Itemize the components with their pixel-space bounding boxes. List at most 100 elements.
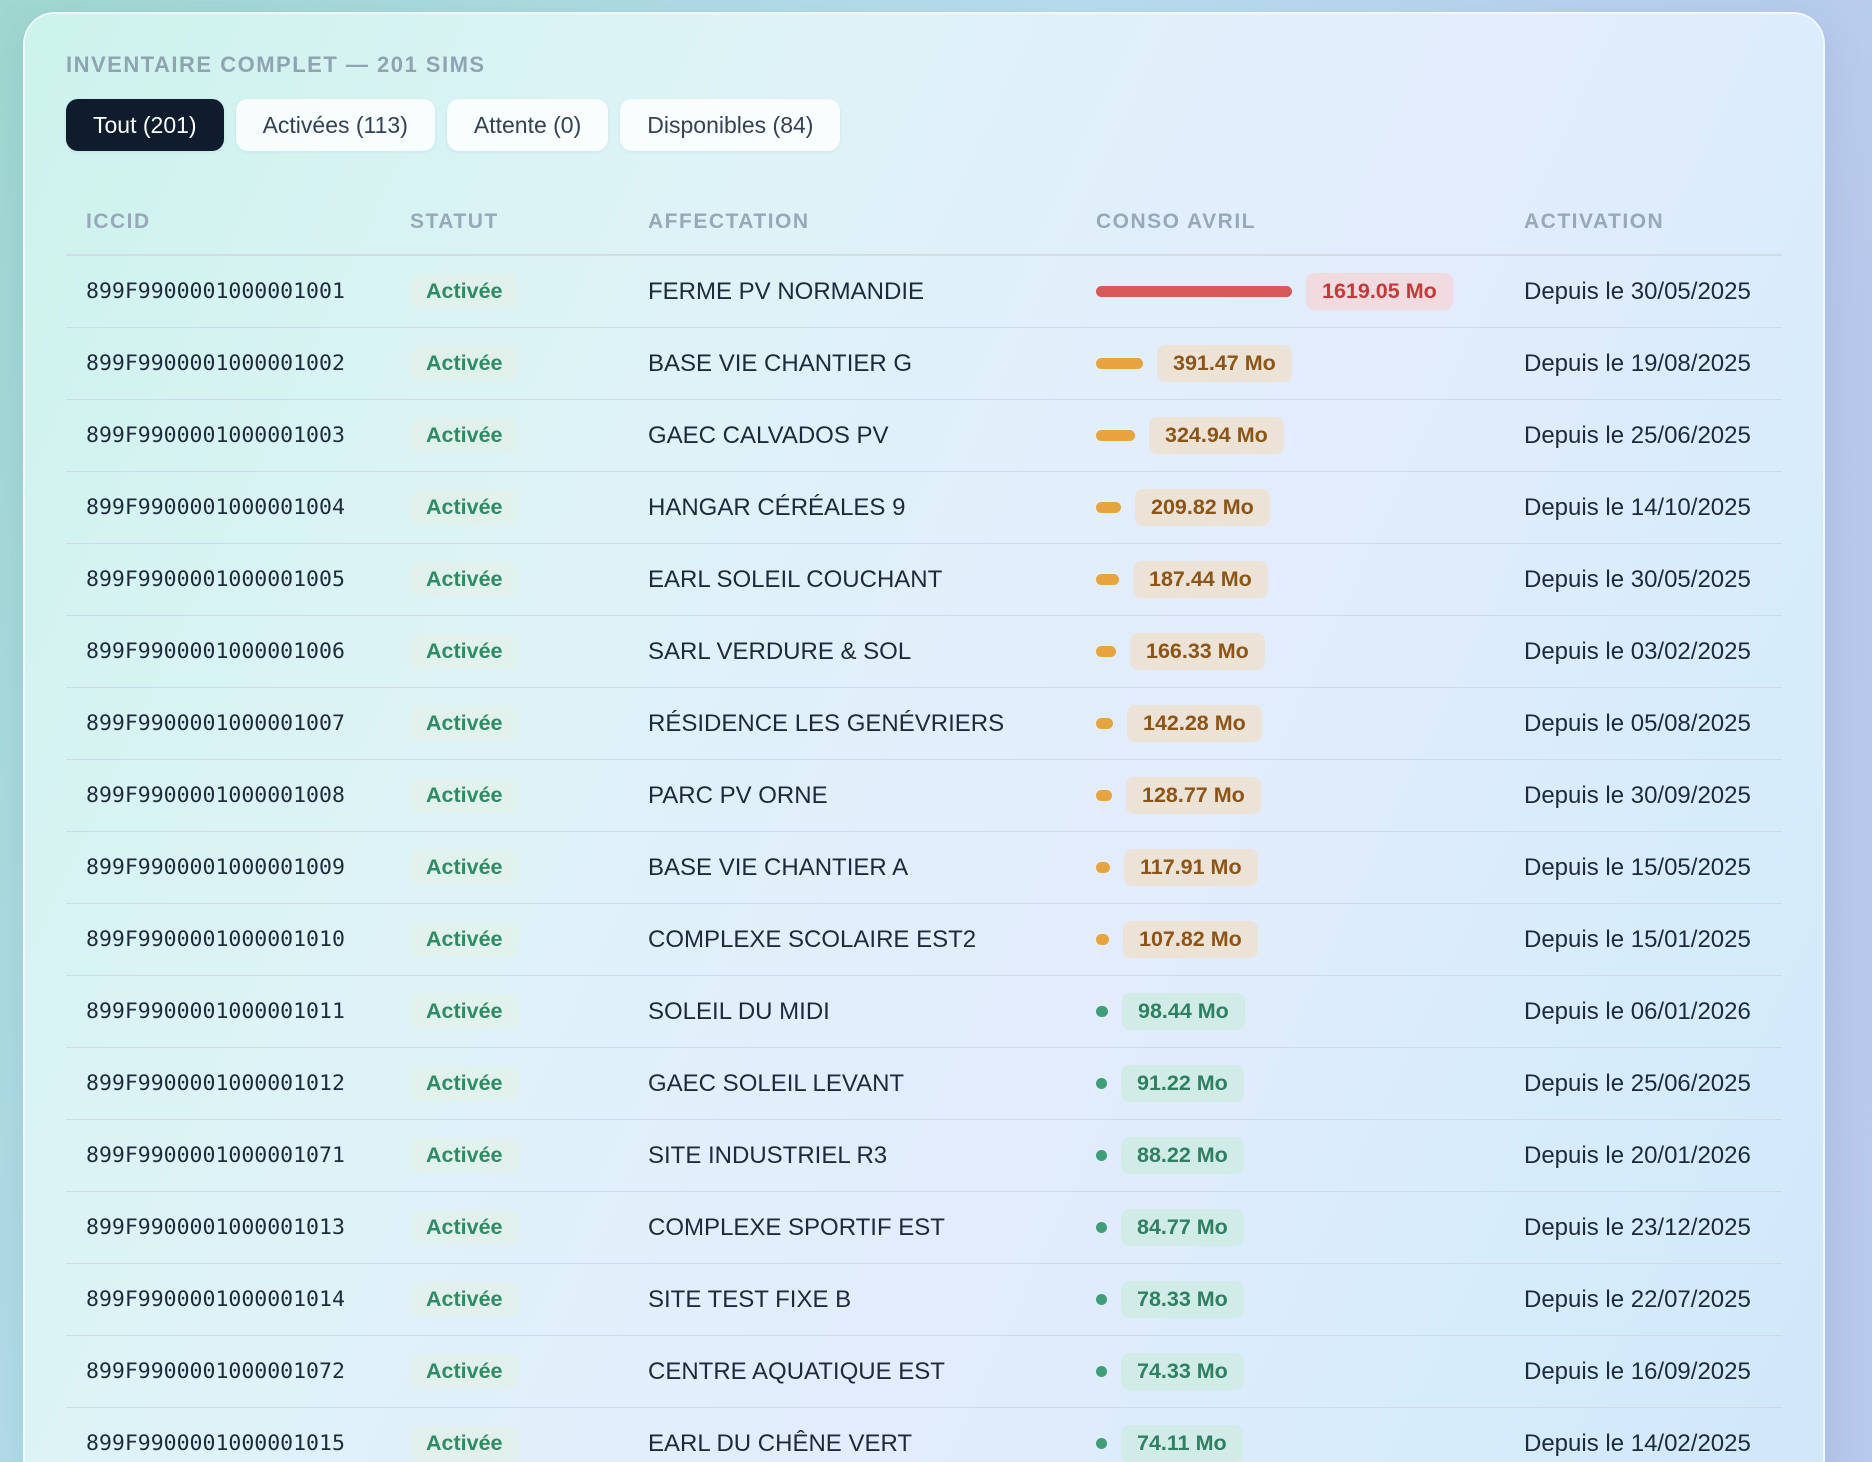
usage-badge: 88.22 Mo (1121, 1137, 1244, 1174)
affectation-cell: BASE VIE CHANTIER A (648, 853, 909, 881)
usage-badge: 391.47 Mo (1157, 345, 1292, 382)
status-cell: Activée (410, 1336, 519, 1407)
conso-cell: 187.44 Mo (1096, 544, 1268, 615)
status-badge: Activée (410, 922, 519, 957)
usage-badge: 209.82 Mo (1135, 489, 1270, 526)
status-badge: Activée (410, 490, 519, 525)
table-row[interactable]: 899F9900001000001008 Activée PARC PV ORNE 1… (66, 760, 1782, 832)
usage-badge: 98.44 Mo (1122, 993, 1245, 1030)
affectation-cell: SARL VERDURE & SOL (648, 637, 912, 665)
column-header-activation[interactable]: ACTIVATION (1524, 210, 1665, 233)
table-row[interactable]: 899F9900001000001014 Activée SITE TEST FIX… (66, 1264, 1782, 1336)
activation-cell: Depuis le 20/01/2026 (1524, 1141, 1751, 1169)
activation-cell: Depuis le 06/01/2026 (1524, 997, 1751, 1025)
table-row[interactable]: 899F9900001000001012 Activée GAEC SOLEIL L… (66, 1048, 1782, 1120)
table-row[interactable]: 899F9900001000001004 Activée HANGAR CÉRÉAL… (66, 472, 1782, 544)
table-row[interactable]: 899F9900001000001009 Activée BASE VIE CHAN… (66, 832, 1782, 904)
activation-cell: Depuis le 16/09/2025 (1524, 1357, 1751, 1385)
status-cell: Activée (410, 904, 519, 975)
table-body: 899F9900001000001001 Activée FERME PV NORM… (66, 256, 1782, 1462)
status-cell: Activée (410, 616, 519, 687)
status-badge: Activée (410, 706, 519, 741)
activation-cell: Depuis le 30/05/2025 (1524, 277, 1751, 305)
table-row[interactable]: 899F9900001000001013 Activée COMPLEXE SPOR… (66, 1192, 1782, 1264)
conso-cell: 166.33 Mo (1096, 616, 1265, 687)
iccid-cell: 899F9900001000001010 (86, 927, 345, 952)
usage-bar (1096, 574, 1119, 585)
status-cell: Activée (410, 1408, 519, 1462)
usage-bar (1096, 430, 1135, 441)
iccid-cell: 899F9900001000001003 (86, 423, 345, 448)
iccid-cell: 899F9900001000001013 (86, 1215, 345, 1240)
status-badge: Activée (410, 418, 519, 453)
iccid-cell: 899F9900001000001005 (86, 567, 345, 592)
table-row[interactable]: 899F9900001000001007 Activée RÉSIDENCE LES… (66, 688, 1782, 760)
column-header-affectation[interactable]: AFFECTATION (648, 210, 810, 233)
status-cell: Activée (410, 400, 519, 471)
iccid-cell: 899F9900001000001006 (86, 639, 345, 664)
affectation-cell: EARL DU CHÊNE VERT (648, 1429, 913, 1457)
status-badge: Activée (410, 778, 519, 813)
filter-tabs: Tout (201) Activées (113) Attente (0) Di… (66, 99, 841, 151)
status-cell: Activée (410, 328, 519, 399)
usage-badge: 128.77 Mo (1126, 777, 1261, 814)
iccid-cell: 899F9900001000001001 (86, 279, 345, 304)
column-header-iccid[interactable]: ICCID (86, 210, 151, 233)
conso-cell: 98.44 Mo (1096, 976, 1245, 1047)
column-header-statut[interactable]: STATUT (410, 210, 499, 233)
affectation-cell: RÉSIDENCE LES GENÉVRIERS (648, 709, 1005, 737)
usage-badge: 74.11 Mo (1121, 1425, 1243, 1462)
status-badge: Activée (410, 562, 519, 597)
table-row[interactable]: 899F9900001000001001 Activée FERME PV NORM… (66, 256, 1782, 328)
conso-cell: 209.82 Mo (1096, 472, 1270, 543)
iccid-cell: 899F9900001000001007 (86, 711, 345, 736)
activation-cell: Depuis le 25/06/2025 (1524, 421, 1751, 449)
iccid-cell: 899F9900001000001011 (86, 999, 345, 1024)
tab-activated[interactable]: Activées (113) (235, 99, 435, 151)
table-row[interactable]: 899F9900001000001071 Activée SITE INDUSTRI… (66, 1120, 1782, 1192)
table-header: ICCID STATUT AFFECTATION CONSO AVRIL ACT… (66, 194, 1782, 256)
activation-cell: Depuis le 19/08/2025 (1524, 349, 1751, 377)
affectation-cell: COMPLEXE SPORTIF EST (648, 1213, 945, 1241)
usage-bar (1096, 1150, 1107, 1161)
usage-bar (1096, 1366, 1107, 1377)
table-row[interactable]: 899F9900001000001011 Activée SOLEIL DU MID… (66, 976, 1782, 1048)
table-row[interactable]: 899F9900001000001010 Activée COMPLEXE SCOL… (66, 904, 1782, 976)
affectation-cell: PARC PV ORNE (648, 781, 828, 809)
usage-badge: 117.91 Mo (1124, 849, 1258, 886)
iccid-cell: 899F9900001000001008 (86, 783, 345, 808)
usage-badge: 166.33 Mo (1130, 633, 1265, 670)
usage-bar (1096, 286, 1292, 297)
iccid-cell: 899F9900001000001004 (86, 495, 345, 520)
table-row[interactable]: 899F9900001000001002 Activée BASE VIE CHAN… (66, 328, 1782, 400)
table-row[interactable]: 899F9900001000001072 Activée CENTRE AQUATI… (66, 1336, 1782, 1408)
usage-bar (1096, 790, 1112, 801)
conso-cell: 1619.05 Mo (1096, 256, 1453, 327)
table-row[interactable]: 899F9900001000001005 Activée EARL SOLEIL C… (66, 544, 1782, 616)
status-badge: Activée (410, 1066, 519, 1101)
usage-badge: 78.33 Mo (1121, 1281, 1244, 1318)
affectation-cell: CENTRE AQUATIQUE EST (648, 1357, 945, 1385)
iccid-cell: 899F9900001000001009 (86, 855, 345, 880)
table-row[interactable]: 899F9900001000001003 Activée GAEC CALVADOS… (66, 400, 1782, 472)
status-cell: Activée (410, 688, 519, 759)
usage-bar (1096, 718, 1113, 729)
status-badge: Activée (410, 634, 519, 669)
tab-pending[interactable]: Attente (0) (446, 99, 609, 151)
usage-badge: 142.28 Mo (1127, 705, 1262, 742)
status-badge: Activée (410, 994, 519, 1029)
usage-badge: 91.22 Mo (1121, 1065, 1244, 1102)
tab-all[interactable]: Tout (201) (66, 99, 224, 151)
status-cell: Activée (410, 760, 519, 831)
table-row[interactable]: 899F9900001000001006 Activée SARL VERDURE … (66, 616, 1782, 688)
tab-available[interactable]: Disponibles (84) (620, 99, 841, 151)
table-row[interactable]: 899F9900001000001015 Activée EARL DU CHÊNE… (66, 1408, 1782, 1462)
status-cell: Activée (410, 976, 519, 1047)
column-header-conso[interactable]: CONSO AVRIL (1096, 210, 1257, 233)
usage-bar (1096, 358, 1143, 369)
status-badge: Activée (410, 1282, 519, 1317)
usage-badge: 74.33 Mo (1121, 1353, 1244, 1390)
affectation-cell: SOLEIL DU MIDI (648, 997, 830, 1025)
usage-badge: 1619.05 Mo (1306, 273, 1453, 310)
conso-cell: 74.11 Mo (1096, 1408, 1243, 1462)
